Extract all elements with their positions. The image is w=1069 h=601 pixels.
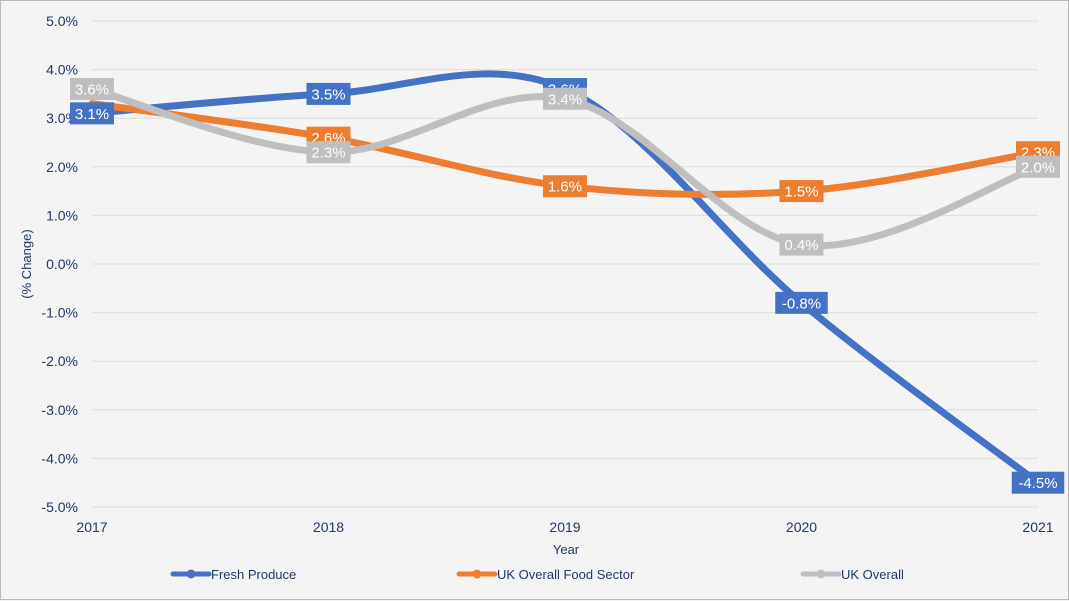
x-tick-label: 2017 (76, 519, 107, 535)
legend-marker (816, 569, 826, 579)
data-label-box (775, 291, 828, 314)
data-label: 0.4% (779, 233, 824, 256)
x-tick-label: 2019 (549, 519, 580, 535)
data-label-box (70, 102, 114, 125)
data-label-box (306, 141, 351, 164)
data-label: 1.6% (543, 175, 587, 198)
data-label: 2.0% (1016, 155, 1060, 178)
data-label-box (306, 82, 351, 105)
data-label-box (1016, 155, 1060, 178)
y-tick-label: 0.0% (46, 256, 78, 272)
data-label-box (70, 78, 114, 101)
data-label-box (779, 180, 824, 203)
y-tick-label: 4.0% (46, 62, 78, 78)
gridlines (92, 20, 1038, 508)
data-labels: 3.1%3.5%3.6%-0.8%-4.5%2.6%1.6%1.5%2.3%3.… (70, 78, 1065, 494)
y-axis-ticks: 5.0%4.0%3.0%2.0%1.0%0.0%-1.0%-2.0%-3.0%-… (41, 13, 78, 515)
legend-label: UK Overall (841, 567, 904, 582)
x-tick-label: 2018 (313, 519, 344, 535)
y-tick-label: -1.0% (41, 305, 78, 321)
data-label-box (779, 233, 824, 256)
legend-item-fresh-produce: Fresh Produce (170, 567, 296, 582)
y-tick-label: -4.0% (41, 450, 78, 466)
y-tick-label: 5.0% (46, 13, 78, 29)
y-tick-label: 1.0% (46, 207, 78, 223)
y-tick-label: -2.0% (41, 353, 78, 369)
data-label-text: 3.6% (75, 82, 109, 99)
legend-item-uk-overall: UK Overall (800, 567, 904, 582)
legend-marker (186, 569, 196, 579)
data-label-text: 3.1% (75, 106, 109, 123)
data-label: -0.8% (775, 291, 828, 314)
data-label-text: 2.3% (311, 145, 345, 162)
x-tick-label: 2020 (786, 519, 817, 535)
data-label-text: -0.8% (782, 295, 821, 312)
data-label: 3.1% (70, 102, 114, 125)
x-tick-label: 2021 (1022, 519, 1053, 535)
legend-item-uk-overall-food-sector: UK Overall Food Sector (456, 567, 635, 582)
data-label: 3.6% (70, 78, 114, 101)
series-lines (88, 70, 1042, 487)
data-label: 3.5% (306, 82, 351, 105)
data-label-text: 1.6% (548, 179, 582, 196)
y-tick-label: 2.0% (46, 159, 78, 175)
legend-marker (472, 569, 482, 579)
y-axis-title: (% Change) (19, 229, 34, 298)
data-label-text: 1.5% (784, 184, 818, 201)
data-label-text: 3.5% (311, 86, 345, 103)
data-label: 3.4% (543, 87, 587, 110)
data-label-text: 0.4% (784, 237, 818, 254)
legend-label: UK Overall Food Sector (497, 567, 635, 582)
data-label: 2.3% (306, 141, 351, 164)
data-label: 1.5% (779, 180, 824, 203)
legend: Fresh Produce UK Overall Food Sector UK Ov… (170, 567, 904, 582)
data-label-text: -4.5% (1018, 475, 1057, 492)
data-label-text: 3.4% (548, 91, 582, 108)
data-label-text: 2.0% (1021, 159, 1055, 176)
data-label-box (1011, 471, 1065, 494)
x-axis-title: Year (553, 542, 580, 557)
y-tick-label: -5.0% (41, 499, 78, 515)
data-label-box (543, 87, 587, 110)
x-axis-ticks: 2017 2018 2019 2020 2021 (76, 519, 1053, 535)
data-label-box (543, 175, 587, 198)
legend-label: Fresh Produce (211, 567, 296, 582)
data-label: -4.5% (1011, 471, 1065, 494)
y-tick-label: -3.0% (41, 402, 78, 418)
series-line-uk-overall (88, 85, 1042, 250)
